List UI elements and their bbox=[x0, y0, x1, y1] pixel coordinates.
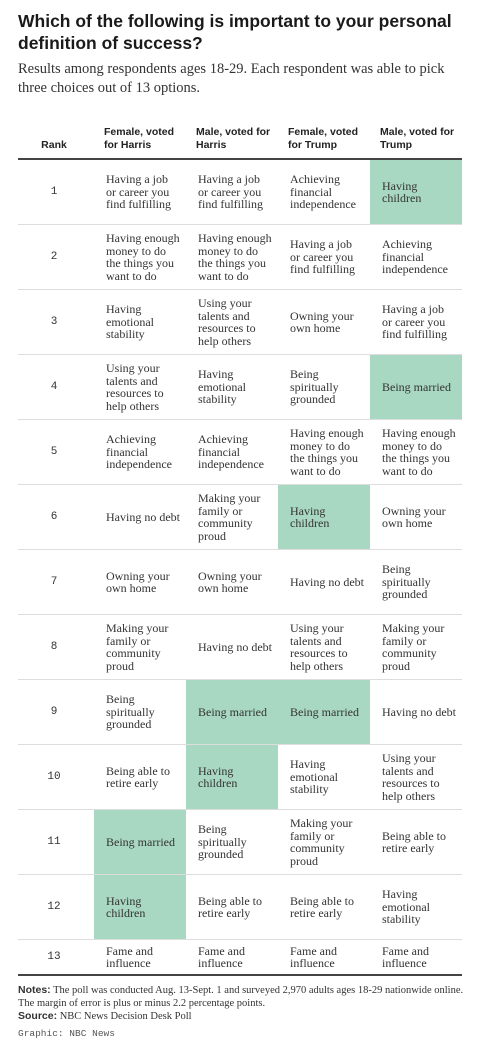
table-cell: Having a job or career you find fulfilli… bbox=[370, 290, 462, 355]
table-cell: Being spiritually grounded bbox=[94, 680, 186, 745]
table-cell: Having emotional stability bbox=[370, 875, 462, 940]
table-cell: Being able to retire early bbox=[370, 810, 462, 875]
rank-cell: 13 bbox=[18, 940, 94, 976]
table-cell: Achieving financial independence bbox=[186, 420, 278, 485]
table-cell: Being spiritually grounded bbox=[186, 810, 278, 875]
table-cell: Being married bbox=[186, 680, 278, 745]
table-cell: Owning your own home bbox=[370, 485, 462, 550]
rank-cell: 6 bbox=[18, 485, 94, 550]
column-header-female-trump: Female, voted for Trump bbox=[278, 118, 370, 159]
rank-cell: 8 bbox=[18, 615, 94, 680]
rank-cell: 4 bbox=[18, 355, 94, 420]
table-cell: Making your family or community proud bbox=[278, 810, 370, 875]
table-cell: Fame and influence bbox=[370, 940, 462, 976]
source-line: Source: NBC News Decision Desk Poll bbox=[18, 1010, 468, 1024]
table-cell: Owning your own home bbox=[186, 550, 278, 615]
source-text: NBC News Decision Desk Poll bbox=[60, 1011, 192, 1022]
table-cell: Fame and influence bbox=[94, 940, 186, 976]
table-cell: Having no debt bbox=[186, 615, 278, 680]
table-cell: Being able to retire early bbox=[186, 875, 278, 940]
rank-cell: 5 bbox=[18, 420, 94, 485]
chart-subtitle: Results among respondents ages 18-29. Ea… bbox=[18, 60, 468, 98]
table-cell: Fame and influence bbox=[186, 940, 278, 976]
table-cell: Fame and influence bbox=[278, 940, 370, 976]
table-cell: Having enough money to do the things you… bbox=[278, 420, 370, 485]
rank-cell: 10 bbox=[18, 745, 94, 810]
table-cell: Having emotional stability bbox=[186, 355, 278, 420]
table-cell: Having no debt bbox=[278, 550, 370, 615]
table-cell: Having children bbox=[370, 159, 462, 225]
table-cell: Making your family or community proud bbox=[370, 615, 462, 680]
table-cell: Having emotional stability bbox=[94, 290, 186, 355]
table-cell: Making your family or community proud bbox=[94, 615, 186, 680]
table-cell: Having enough money to do the things you… bbox=[186, 225, 278, 290]
column-header-male-trump: Male, voted for Trump bbox=[370, 118, 462, 159]
table-cell: Making your family or community proud bbox=[186, 485, 278, 550]
table-cell: Being spiritually grounded bbox=[370, 550, 462, 615]
table-cell: Having emotional stability bbox=[278, 745, 370, 810]
table-cell: Achieving financial independence bbox=[94, 420, 186, 485]
table-cell: Having children bbox=[94, 875, 186, 940]
rank-cell: 11 bbox=[18, 810, 94, 875]
table-cell: Having enough money to do the things you… bbox=[94, 225, 186, 290]
column-header-female-harris: Female, voted for Harris bbox=[94, 118, 186, 159]
rank-cell: 7 bbox=[18, 550, 94, 615]
chart-container: Which of the following is important to y… bbox=[18, 10, 468, 1040]
table-cell: Being spiritually grounded bbox=[278, 355, 370, 420]
table-cell: Having enough money to do the things you… bbox=[370, 420, 462, 485]
rank-cell: 1 bbox=[18, 159, 94, 225]
table-cell: Being able to retire early bbox=[278, 875, 370, 940]
ranking-table: Rank Female, voted for Harris Male, vote… bbox=[18, 118, 462, 976]
table-cell: Having a job or career you find fulfilli… bbox=[278, 225, 370, 290]
notes-line: Notes: The poll was conducted Aug. 13-Se… bbox=[18, 984, 468, 1010]
notes-block: Notes: The poll was conducted Aug. 13-Se… bbox=[18, 984, 468, 1040]
source-label: Source: bbox=[18, 1010, 57, 1022]
table-cell: Having no debt bbox=[94, 485, 186, 550]
chart-title: Which of the following is important to y… bbox=[18, 10, 468, 54]
rank-cell: 3 bbox=[18, 290, 94, 355]
header-row: Rank Female, voted for Harris Male, vote… bbox=[18, 118, 462, 159]
table-cell: Using your talents and resources to help… bbox=[370, 745, 462, 810]
table-cell: Using your talents and resources to help… bbox=[278, 615, 370, 680]
rank-cell: 2 bbox=[18, 225, 94, 290]
notes-label: Notes: bbox=[18, 984, 51, 996]
table-cell: Achieving financial independence bbox=[278, 159, 370, 225]
table-cell: Having children bbox=[278, 485, 370, 550]
graphic-credit: Graphic: NBC News bbox=[18, 1028, 468, 1040]
table-cell: Having a job or career you find fulfilli… bbox=[186, 159, 278, 225]
rank-cell: 9 bbox=[18, 680, 94, 745]
table-cell: Owning your own home bbox=[278, 290, 370, 355]
column-header-rank: Rank bbox=[18, 118, 94, 159]
table-cell: Using your talents and resources to help… bbox=[94, 355, 186, 420]
table-cell: Being able to retire early bbox=[94, 745, 186, 810]
table-cell: Being married bbox=[278, 680, 370, 745]
notes-text: The poll was conducted Aug. 13-Sept. 1 a… bbox=[18, 985, 463, 1009]
column-header-male-harris: Male, voted for Harris bbox=[186, 118, 278, 159]
table-cell: Achieving financial independence bbox=[370, 225, 462, 290]
table-cell: Owning your own home bbox=[94, 550, 186, 615]
table-cell: Being married bbox=[94, 810, 186, 875]
table-cell: Being married bbox=[370, 355, 462, 420]
rank-cell: 12 bbox=[18, 875, 94, 940]
table-cell: Having children bbox=[186, 745, 278, 810]
table-cell: Using your talents and resources to help… bbox=[186, 290, 278, 355]
table-cell: Having no debt bbox=[370, 680, 462, 745]
table-cell: Having a job or career you find fulfilli… bbox=[94, 159, 186, 225]
